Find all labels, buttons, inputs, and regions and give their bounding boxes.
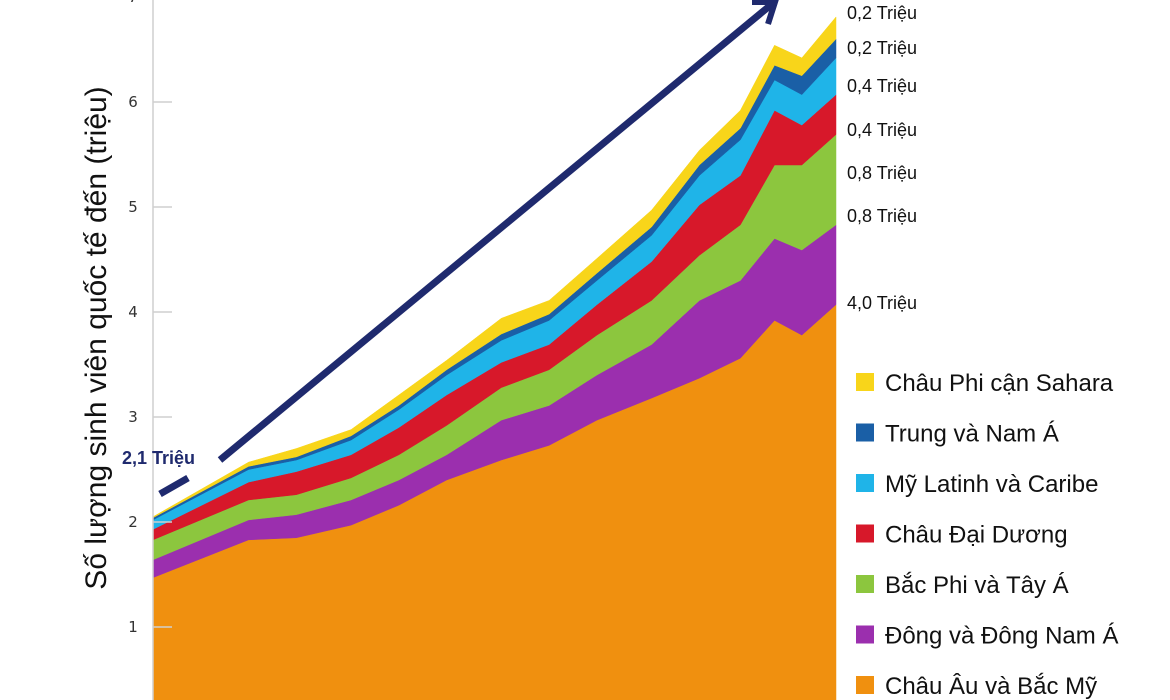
legend-item: Châu Âu và Bắc Mỹ bbox=[856, 673, 1097, 700]
legend-label: Mỹ Latinh và Caribe bbox=[885, 471, 1098, 498]
y-tick-label: 6 bbox=[128, 93, 138, 111]
end-label: 0,4 Triệu bbox=[847, 76, 917, 96]
legend-swatch bbox=[856, 625, 874, 644]
end-label: 0,2 Triệu bbox=[847, 38, 917, 58]
legend-item: Đông và Đông Nam Á bbox=[856, 623, 1118, 650]
legend-item: Mỹ Latinh và Caribe bbox=[856, 471, 1098, 498]
legend-label: Trung và Nam Á bbox=[885, 421, 1059, 448]
legend-item: Châu Phi cận Sahara bbox=[856, 370, 1114, 397]
arrow-segment-lower bbox=[158, 474, 190, 498]
y-axis-title: Số lượng sinh viên quốc tế đến (triệu) bbox=[80, 86, 113, 589]
legend-label: Châu Đại Dương bbox=[885, 522, 1068, 549]
arrow-segment-upper bbox=[217, 1, 775, 463]
area-layers bbox=[152, 16, 837, 700]
legend-label: Đông và Đông Nam Á bbox=[885, 623, 1118, 650]
end-value-labels: 4,0 Triệu 0,8 Triệu 0,8 Triệu 0,4 Triệu 0,4 … bbox=[847, 3, 917, 313]
legend-label: Châu Âu và Bắc Mỹ bbox=[885, 673, 1097, 700]
legend: Châu Phi cận Sahara Trung và Nam Á Mỹ Lati… bbox=[856, 370, 1118, 700]
y-tick-label: 1 bbox=[128, 618, 138, 636]
legend-swatch bbox=[856, 676, 874, 694]
legend-item: Châu Đại Dương bbox=[856, 522, 1068, 549]
legend-item: Trung và Nam Á bbox=[856, 421, 1059, 448]
area-6 bbox=[152, 16, 837, 519]
y-tick-label: 5 bbox=[128, 198, 138, 216]
growth-arrow: 2,1 Triệu bbox=[122, 0, 779, 498]
end-label: 0,4 Triệu bbox=[847, 120, 917, 140]
y-tick-label: 7 bbox=[128, 0, 138, 6]
arrow-head-icon bbox=[752, 0, 779, 25]
legend-swatch bbox=[856, 524, 874, 543]
legend-item: Bắc Phi và Tây Á bbox=[856, 572, 1069, 599]
legend-label: Châu Phi cận Sahara bbox=[885, 370, 1114, 397]
legend-swatch bbox=[856, 474, 874, 492]
end-label: 0,2 Triệu bbox=[847, 3, 917, 23]
y-tick-label: 3 bbox=[128, 408, 138, 426]
legend-label: Bắc Phi và Tây Á bbox=[885, 572, 1069, 599]
legend-swatch bbox=[856, 575, 874, 593]
y-axis-ticks: 1 2 3 4 5 6 7 bbox=[128, 0, 172, 636]
y-tick-label: 2 bbox=[128, 513, 138, 531]
legend-swatch bbox=[856, 373, 874, 391]
y-tick-label: 4 bbox=[128, 303, 138, 321]
legend-swatch bbox=[856, 423, 874, 442]
end-label: 4,0 Triệu bbox=[847, 293, 917, 313]
arrow-label: 2,1 Triệu bbox=[122, 448, 195, 468]
end-label: 0,8 Triệu bbox=[847, 163, 917, 183]
end-label: 0,8 Triệu bbox=[847, 206, 917, 226]
